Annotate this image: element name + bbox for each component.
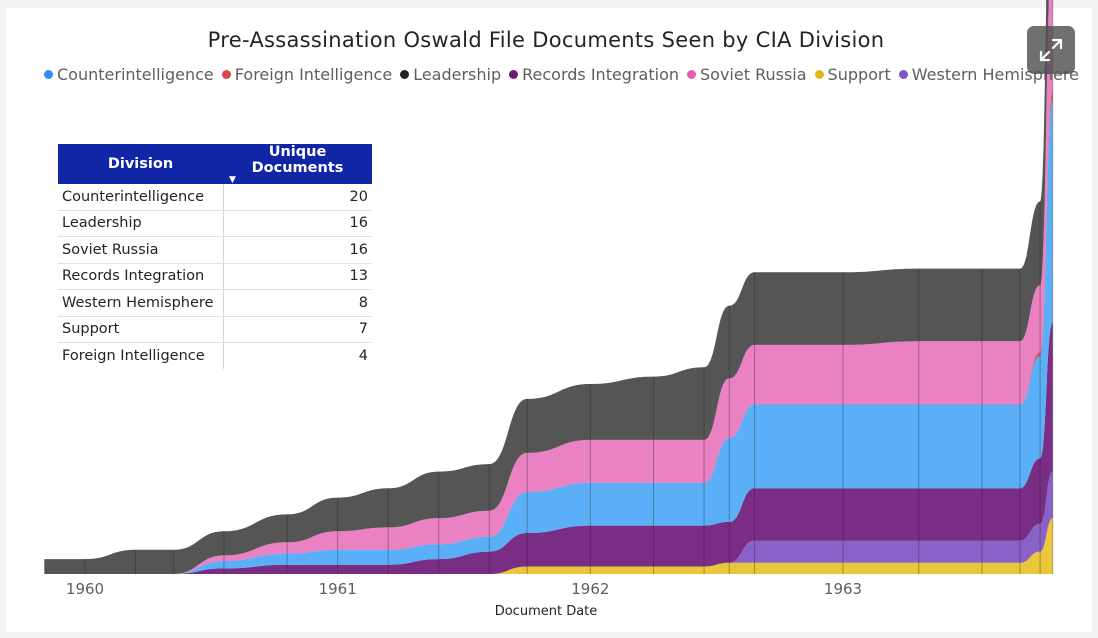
division-cell: Soviet Russia — [58, 236, 224, 264]
division-table: Division Unique Documents ▼ Counterintel… — [58, 144, 372, 369]
legend-item[interactable]: Foreign Intelligence — [221, 64, 393, 84]
ribbon-records-integration[interactable] — [44, 322, 1053, 574]
division-cell: Counterintelligence — [58, 184, 224, 211]
division-cell: Support — [58, 316, 224, 343]
legend-marker — [898, 69, 908, 79]
documents-cell: 7 — [223, 316, 372, 343]
table-row[interactable]: Foreign Intelligence 4 — [58, 342, 372, 369]
division-cell: Foreign Intelligence — [58, 342, 224, 369]
legend-item[interactable]: Counterintelligence — [44, 65, 214, 84]
table-row[interactable]: Soviet Russia 16 — [58, 236, 372, 264]
table-row[interactable]: Western Hemisphere 8 — [58, 289, 372, 317]
division-column-header[interactable]: Division — [58, 144, 223, 184]
ribbon-western-hemisphere[interactable] — [44, 471, 1053, 574]
legend-label: Records Integration — [522, 64, 679, 84]
legend-item[interactable]: Soviet Russia — [687, 65, 807, 84]
legend-item[interactable]: Leadership — [400, 65, 501, 84]
ribbon-leadership[interactable] — [44, 0, 1053, 574]
documents-cell: 16 — [223, 236, 372, 264]
documents-cell: 8 — [223, 289, 372, 317]
ribbon-counterintelligence[interactable] — [44, 99, 1053, 574]
documents-cell: 20 — [223, 184, 372, 211]
legend-label: Leadership — [413, 64, 502, 84]
ribbon-soviet-russia[interactable] — [44, 0, 1053, 574]
division-cell: Western Hemisphere — [58, 289, 224, 317]
division-cell: Records Integration — [58, 263, 224, 290]
documents-cell: 4 — [358, 347, 368, 364]
division-cell: Leadership — [58, 210, 224, 237]
legend: Counterintelligence Foreign Intelligence L… — [44, 64, 1087, 84]
x-tick-label: 1961 — [319, 580, 357, 598]
legend-item[interactable]: Records Integration — [509, 65, 679, 84]
ribbon-support[interactable] — [44, 518, 1053, 574]
table-row[interactable]: Support 7 — [58, 316, 372, 343]
table-header-row: Division Unique Documents ▼ — [58, 144, 372, 185]
legend-label: Soviet Russia — [700, 64, 807, 84]
legend-label: Support — [827, 64, 891, 84]
table-row[interactable]: Leadership 16 — [58, 210, 372, 237]
table-row[interactable]: Records Integration 13 — [58, 263, 372, 290]
ribbon-series-group — [44, 0, 1054, 575]
x-tick-label: 1963 — [824, 580, 862, 598]
expand-button[interactable] — [1027, 26, 1075, 74]
unique-documents-header-label: Unique Documents — [251, 144, 344, 176]
documents-cell: 13 — [223, 263, 372, 290]
x-tick-label: 1962 — [571, 580, 609, 598]
legend-item[interactable]: Support — [814, 64, 891, 84]
legend-label: Foreign Intelligence — [234, 64, 393, 84]
legend-marker — [221, 69, 231, 79]
legend-label: Counterintelligence — [57, 64, 214, 84]
x-axis-title: Document Date — [495, 604, 598, 619]
sort-descending-icon: ▼ — [229, 175, 236, 185]
chart-title: Pre-Assassination Oswald File Documents … — [207, 28, 885, 52]
legend-marker — [509, 69, 519, 79]
legend-marker — [814, 69, 824, 79]
x-axis: Document Date 1960 1961 1962 1963 — [66, 580, 862, 619]
legend-marker — [400, 69, 410, 79]
unique-documents-column-header[interactable]: Unique Documents ▼ — [223, 144, 372, 185]
documents-cell: 16 — [223, 210, 372, 237]
legend-marker — [687, 69, 696, 79]
table-row[interactable]: Counterintelligence 20 — [58, 184, 372, 211]
legend-marker — [44, 69, 53, 79]
expand-icon — [1039, 38, 1063, 62]
x-tick-label: 1960 — [66, 580, 104, 598]
